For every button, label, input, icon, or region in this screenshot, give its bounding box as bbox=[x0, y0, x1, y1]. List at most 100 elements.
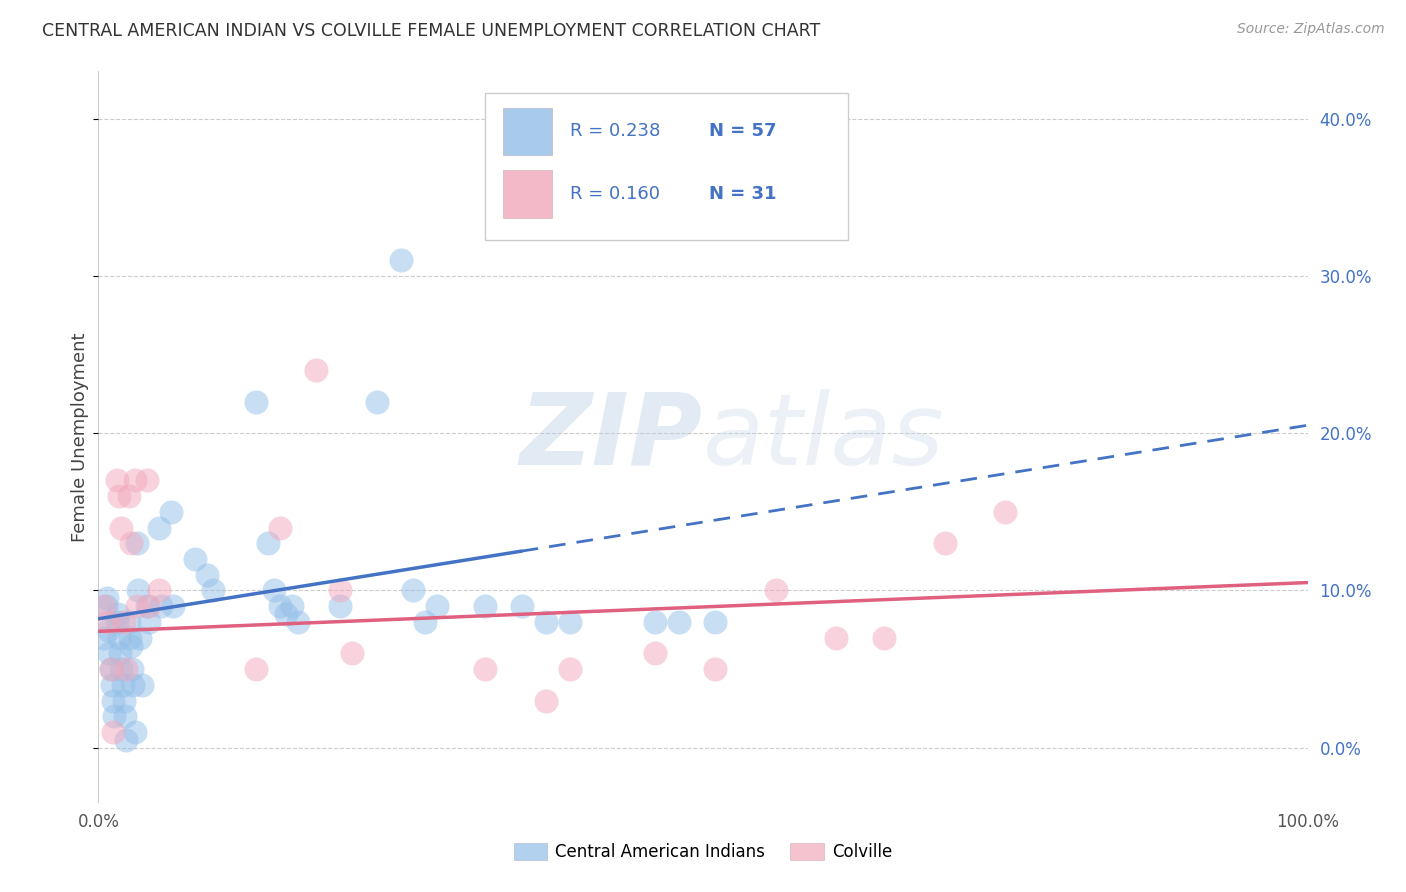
Point bbox=[114, 709, 136, 723]
Text: R = 0.238: R = 0.238 bbox=[569, 122, 661, 140]
Point bbox=[644, 615, 666, 629]
Text: N = 31: N = 31 bbox=[709, 185, 776, 202]
Point bbox=[873, 631, 896, 645]
Point bbox=[127, 536, 149, 550]
Point bbox=[202, 583, 225, 598]
Point bbox=[366, 394, 388, 409]
Point bbox=[184, 552, 207, 566]
Point bbox=[138, 599, 160, 614]
Point bbox=[124, 473, 146, 487]
Point bbox=[107, 607, 129, 621]
Point bbox=[93, 599, 115, 614]
Text: ZIP: ZIP bbox=[520, 389, 703, 485]
Point bbox=[162, 599, 184, 614]
Point bbox=[413, 615, 436, 629]
Point bbox=[765, 583, 787, 598]
Point bbox=[110, 662, 132, 676]
Point bbox=[96, 591, 118, 606]
Point bbox=[510, 599, 533, 614]
Point bbox=[135, 473, 157, 487]
Point bbox=[112, 615, 135, 629]
Point bbox=[160, 505, 183, 519]
Point bbox=[329, 599, 352, 614]
Point bbox=[108, 646, 131, 660]
FancyBboxPatch shape bbox=[485, 94, 848, 240]
Point bbox=[329, 583, 352, 598]
Point bbox=[101, 693, 124, 707]
Text: N = 57: N = 57 bbox=[709, 122, 776, 140]
Point bbox=[122, 678, 145, 692]
Point bbox=[131, 678, 153, 692]
Point bbox=[127, 599, 149, 614]
Point bbox=[269, 599, 291, 614]
Point bbox=[97, 623, 120, 637]
Point bbox=[120, 639, 142, 653]
Point bbox=[305, 363, 328, 377]
Text: R = 0.160: R = 0.160 bbox=[569, 185, 659, 202]
Point bbox=[98, 646, 121, 660]
Point bbox=[558, 615, 581, 629]
Point bbox=[127, 583, 149, 598]
Point bbox=[93, 631, 115, 645]
Point bbox=[103, 709, 125, 723]
Point bbox=[534, 615, 557, 629]
Point bbox=[195, 567, 218, 582]
Point bbox=[111, 678, 134, 692]
Text: atlas: atlas bbox=[703, 389, 945, 485]
Point bbox=[100, 678, 122, 692]
Point bbox=[148, 520, 170, 534]
Point bbox=[474, 662, 496, 676]
Legend: Central American Indians, Colville: Central American Indians, Colville bbox=[508, 836, 898, 868]
Point bbox=[150, 599, 173, 614]
Bar bbox=[503, 170, 551, 218]
Point bbox=[644, 646, 666, 660]
Point bbox=[105, 615, 128, 629]
Point bbox=[245, 394, 267, 409]
Point bbox=[115, 732, 138, 747]
Point bbox=[120, 536, 142, 550]
Point bbox=[115, 662, 138, 676]
Point bbox=[269, 520, 291, 534]
Point bbox=[534, 693, 557, 707]
Point bbox=[118, 489, 141, 503]
Point bbox=[135, 599, 157, 614]
Point bbox=[108, 489, 131, 503]
Y-axis label: Female Unemployment: Female Unemployment bbox=[70, 333, 89, 541]
Point bbox=[112, 693, 135, 707]
Point bbox=[256, 536, 278, 550]
Point bbox=[118, 615, 141, 629]
Point bbox=[105, 473, 128, 487]
Point bbox=[118, 631, 141, 645]
Point bbox=[101, 725, 124, 739]
Point bbox=[100, 662, 122, 676]
Point bbox=[94, 599, 117, 614]
Point bbox=[121, 662, 143, 676]
Point bbox=[474, 599, 496, 614]
Point bbox=[402, 583, 425, 598]
Point bbox=[934, 536, 956, 550]
Text: Source: ZipAtlas.com: Source: ZipAtlas.com bbox=[1237, 22, 1385, 37]
Point bbox=[138, 615, 160, 629]
Point bbox=[100, 662, 122, 676]
Bar bbox=[503, 108, 551, 155]
Point bbox=[274, 607, 297, 621]
Point bbox=[263, 583, 285, 598]
Point bbox=[558, 662, 581, 676]
Point bbox=[124, 725, 146, 739]
Point bbox=[245, 662, 267, 676]
Point bbox=[825, 631, 848, 645]
Point bbox=[287, 615, 309, 629]
Point bbox=[97, 615, 120, 629]
Point bbox=[389, 253, 412, 268]
Point bbox=[342, 646, 364, 660]
Point bbox=[704, 615, 727, 629]
Point bbox=[668, 615, 690, 629]
Text: CENTRAL AMERICAN INDIAN VS COLVILLE FEMALE UNEMPLOYMENT CORRELATION CHART: CENTRAL AMERICAN INDIAN VS COLVILLE FEMA… bbox=[42, 22, 821, 40]
Point bbox=[704, 662, 727, 676]
Point bbox=[128, 631, 150, 645]
Point bbox=[281, 599, 304, 614]
Point bbox=[110, 520, 132, 534]
Point bbox=[994, 505, 1017, 519]
Point bbox=[108, 631, 131, 645]
Point bbox=[148, 583, 170, 598]
